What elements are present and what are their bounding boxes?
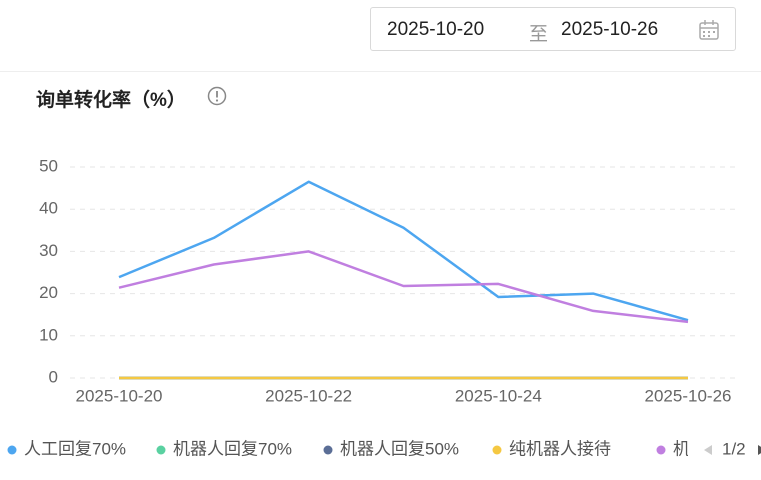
calendar-icon[interactable] xyxy=(698,19,720,41)
y-tick-label: 50 xyxy=(39,156,58,175)
date-separator: 至 xyxy=(529,24,549,45)
legend-marker xyxy=(156,445,166,455)
x-tick-label: 2025-10-22 xyxy=(265,386,352,405)
legend-label[interactable]: 机器人回复50% xyxy=(340,439,459,458)
legend-prev[interactable] xyxy=(704,445,712,455)
x-tick-label: 2025-10-24 xyxy=(455,386,542,405)
info-icon[interactable] xyxy=(207,86,229,108)
legend-marker xyxy=(7,445,17,455)
legend-label[interactable]: 机器人回复70% xyxy=(173,439,292,458)
start-date[interactable]: 2025-10-20 xyxy=(387,19,485,40)
y-tick-label: 30 xyxy=(39,241,58,260)
series-line xyxy=(118,250,689,324)
chart-title: 询单转化率（%） xyxy=(36,90,186,111)
end-date[interactable]: 2025-10-26 xyxy=(561,19,659,40)
legend-marker xyxy=(656,445,666,455)
legend-next[interactable] xyxy=(758,445,761,455)
y-tick-label: 0 xyxy=(49,367,58,386)
x-tick-label: 2025-10-20 xyxy=(76,386,163,405)
legend-label[interactable]: 纯机器人接待 xyxy=(509,439,611,458)
legend-page: 1/2 xyxy=(722,439,746,458)
y-tick-label: 40 xyxy=(39,199,58,218)
legend: 人工回复70% 机器人回复70% 机器人回复50% 纯机器人接待 机器 xyxy=(7,439,707,458)
legend-label[interactable]: 机器 xyxy=(673,439,707,458)
divider xyxy=(0,71,761,72)
legend-label[interactable]: 人工回复70% xyxy=(24,439,126,458)
y-tick-label: 20 xyxy=(39,283,58,302)
series-line xyxy=(118,180,689,322)
date-range-picker[interactable]: 2025-10-20 至 2025-10-26 xyxy=(370,7,736,51)
legend-marker xyxy=(492,445,502,455)
x-tick-label: 2025-10-26 xyxy=(645,386,732,405)
y-tick-label: 10 xyxy=(39,325,58,344)
legend-marker xyxy=(323,445,333,455)
